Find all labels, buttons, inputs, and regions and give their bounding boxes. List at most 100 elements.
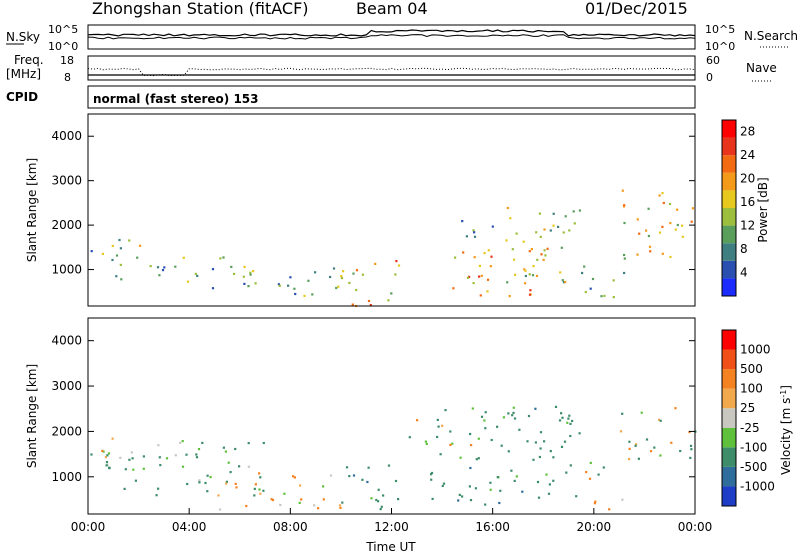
velocity-cell (560, 412, 563, 415)
nsky-label: N.Sky (6, 30, 40, 44)
power-cell (578, 209, 581, 212)
power-cell (528, 273, 531, 276)
power-cell (119, 263, 122, 266)
power-cbar-seg (722, 260, 736, 279)
velocity-cell (107, 452, 110, 455)
power-cell (174, 265, 177, 268)
nave-tick-bottom: 0 (706, 71, 713, 84)
power-cell (355, 288, 358, 292)
velocity-cbar-seg (722, 369, 736, 389)
power-cell (490, 255, 493, 258)
power-cell (337, 285, 340, 288)
power-cell (478, 275, 481, 278)
power-cell (374, 262, 377, 265)
velocity-cell (253, 494, 256, 497)
power-cell (329, 275, 332, 279)
velocity-cell (201, 441, 204, 444)
velocity-cell (217, 494, 220, 497)
xtick-label: 04:00 (172, 520, 207, 534)
velocity-cell (130, 451, 133, 454)
velocity-cell (471, 407, 474, 410)
velocity-panel: 1000 2000 3000 4000 00:00 04:00 08:00 12:00 16:… (25, 317, 793, 554)
velocity-cell (457, 499, 460, 502)
velocity-cell (560, 445, 564, 448)
power-cell (486, 290, 489, 293)
power-cell (342, 270, 345, 273)
power-cbar-tick: 20 (740, 172, 755, 186)
velocity-cbar-frame (721, 329, 737, 507)
power-cell (128, 239, 131, 242)
power-cell (252, 270, 255, 273)
power-cell (662, 201, 665, 205)
power-cell (90, 250, 93, 253)
velocity-cell (124, 468, 127, 471)
freq-unit: [MHz] (6, 67, 41, 81)
velocity-cbar-seg (722, 408, 736, 428)
velocity-cell (436, 435, 439, 439)
power-cell (119, 247, 122, 250)
velocity-cell (561, 416, 564, 419)
velocity-cbar-tick: 25 (740, 401, 755, 415)
velocity-cbar-label: Velocity [m s-1] (779, 385, 793, 475)
velocity-cell (521, 490, 524, 493)
velocity-cell (258, 488, 261, 491)
power-cell (524, 274, 527, 278)
freq-frame (87, 55, 696, 81)
power-cell (479, 294, 482, 297)
nsearch-label: N.Search (744, 29, 798, 43)
power-cbar-tick: 8 (740, 242, 748, 256)
velocity-cell (628, 440, 631, 443)
velocity-cell (204, 481, 207, 485)
nsearch-tick-top: 10^5 (705, 23, 735, 36)
velocity-cbar-tick: -1000 (740, 479, 775, 493)
power-cell (243, 282, 246, 285)
power-cell (621, 189, 624, 192)
velocity-cell (206, 474, 209, 477)
power-cell (211, 268, 215, 271)
velocity-cell (339, 504, 342, 507)
station-title: Zhongshan Station (fitACF) (92, 0, 309, 18)
power-cbar-seg (722, 208, 736, 226)
velocity-cell (430, 478, 433, 481)
velocity-cell (271, 498, 275, 502)
velocity-cell (247, 465, 250, 468)
power-cell (120, 278, 123, 281)
velocity-cell (539, 431, 543, 434)
power-cell (314, 271, 317, 274)
velocity-cell (105, 464, 108, 467)
nave-label: Nave (746, 61, 777, 75)
velocity-cell (293, 476, 296, 479)
velocity-cell (571, 419, 574, 423)
power-cell (622, 205, 626, 208)
power-cbar-seg (722, 190, 736, 208)
power-cbar-seg (722, 225, 736, 244)
velocity-cell (341, 501, 344, 504)
xtick-label: 20:00 (577, 520, 612, 534)
power-cell (529, 289, 532, 292)
power-cell (691, 207, 694, 210)
power-cell (505, 239, 508, 242)
velocity-cell (688, 431, 691, 434)
velocity-cell (619, 430, 623, 433)
velocity-cell (197, 448, 201, 451)
power-cell (522, 240, 525, 243)
power-cell (472, 282, 475, 285)
beam-label: Beam 04 (356, 0, 428, 18)
power-cell (539, 235, 542, 238)
velocity-cell (469, 499, 473, 502)
power-cell (397, 264, 401, 267)
nsearch-series (87, 34, 696, 40)
velocity-cell (649, 450, 653, 453)
velocity-cell (370, 497, 373, 500)
velocity-cell (563, 440, 567, 443)
power-cbar-seg (722, 155, 736, 173)
power-cell (472, 229, 475, 232)
power-cell (511, 248, 514, 251)
velocity-cell (198, 479, 201, 482)
power-cbar-tick: 16 (740, 195, 755, 209)
velocity-cell (283, 492, 286, 495)
power-cell (674, 228, 677, 231)
power-cbar-seg (722, 278, 736, 296)
power-cell (509, 217, 512, 220)
power-ytick-label: 3000 (51, 174, 82, 188)
